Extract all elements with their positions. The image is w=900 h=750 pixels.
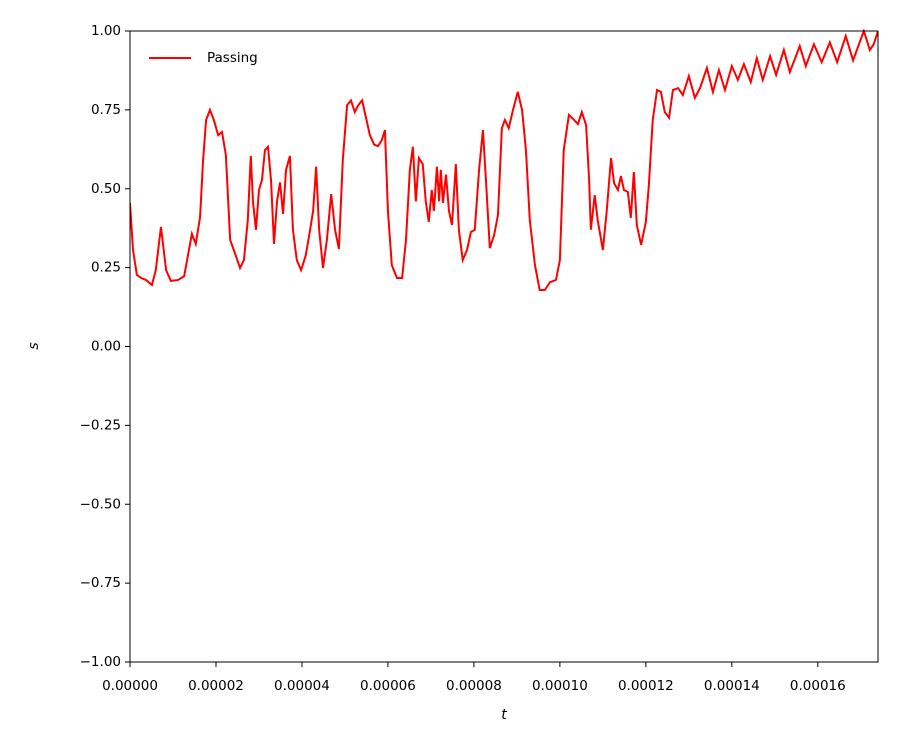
line-series xyxy=(130,29,878,292)
y-tick-label: −0.50 xyxy=(80,496,121,512)
x-tick-label: 0.00016 xyxy=(790,678,846,694)
x-tick-label: 0.00014 xyxy=(704,678,760,694)
x-tick-label: 0.00012 xyxy=(618,678,674,694)
x-tick-label: 0.00000 xyxy=(102,678,158,694)
x-tick-label: 0.00002 xyxy=(188,678,244,694)
y-tick-label: 1.00 xyxy=(91,23,121,39)
y-tick-label: −0.25 xyxy=(80,417,121,433)
y-tick-label: −1.00 xyxy=(80,654,121,670)
x-tick-label: 0.00010 xyxy=(532,678,588,694)
y-tick-label: 0.25 xyxy=(91,260,121,276)
y-axis-label: s xyxy=(26,342,42,349)
plot-frame xyxy=(129,30,879,663)
x-tick-label: 0.00004 xyxy=(274,678,330,694)
y-tick-label: 0.00 xyxy=(91,339,121,355)
y-tick-label: −0.75 xyxy=(80,575,121,591)
x-tick-label: 0.00006 xyxy=(360,678,416,694)
y-tick-label: 0.50 xyxy=(91,181,121,197)
x-axis-label: t xyxy=(501,707,507,723)
x-tick-label: 0.00008 xyxy=(446,678,502,694)
y-tick-label: 0.75 xyxy=(91,102,121,118)
legend-label: Passing xyxy=(207,50,258,66)
